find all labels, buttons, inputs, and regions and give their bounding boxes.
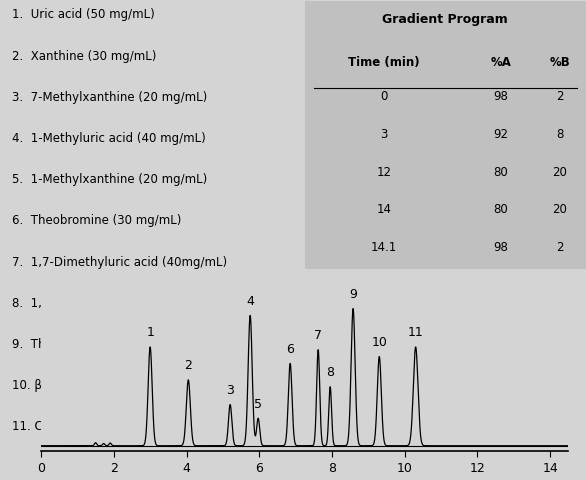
Text: 7.  1,7-Dimethyluric acid (40mg/mL): 7. 1,7-Dimethyluric acid (40mg/mL)	[12, 255, 227, 269]
Text: 1.  Uric acid (50 mg/mL): 1. Uric acid (50 mg/mL)	[12, 8, 155, 21]
Text: Gradient Program: Gradient Program	[383, 12, 508, 25]
Text: 4.  1-Methyluric acid (40 mg/mL): 4. 1-Methyluric acid (40 mg/mL)	[12, 132, 206, 145]
Text: 9: 9	[349, 288, 357, 301]
Text: 2: 2	[185, 360, 192, 372]
Text: 2.  Xanthine (30 mg/mL): 2. Xanthine (30 mg/mL)	[12, 49, 156, 62]
Text: 80: 80	[493, 203, 509, 216]
Text: 98: 98	[493, 90, 509, 104]
Text: 4: 4	[246, 295, 254, 308]
Text: 10. β-(Hydroxyethyl) theophylline (50 mg/mL): 10. β-(Hydroxyethyl) theophylline (50 mg…	[12, 379, 284, 392]
Text: 11. Caffeine (50 mg/mL): 11. Caffeine (50 mg/mL)	[12, 420, 156, 433]
Text: 2: 2	[556, 241, 563, 254]
Text: 2: 2	[556, 278, 563, 291]
Text: 14.1: 14.1	[371, 241, 397, 254]
Text: 9.  Theophylline (50 mg/mL): 9. Theophylline (50 mg/mL)	[12, 338, 179, 351]
Text: 8.  1,7-Dimethylxanthine (50 mg/mL): 8. 1,7-Dimethylxanthine (50 mg/mL)	[12, 297, 232, 310]
Text: 3: 3	[226, 384, 234, 397]
Text: 3.  7-Methylxanthine (20 mg/mL): 3. 7-Methylxanthine (20 mg/mL)	[12, 91, 207, 104]
Text: 3: 3	[380, 128, 387, 141]
Text: 20: 20	[552, 166, 567, 179]
Text: 12: 12	[376, 166, 391, 179]
Text: 6: 6	[286, 343, 294, 356]
Text: 11: 11	[408, 326, 424, 339]
FancyBboxPatch shape	[305, 1, 586, 269]
Text: 92: 92	[493, 128, 509, 141]
Text: 14: 14	[376, 203, 391, 216]
Text: 15: 15	[376, 278, 391, 291]
Text: %B: %B	[549, 56, 570, 69]
Text: 8: 8	[326, 366, 334, 379]
Text: 2: 2	[556, 90, 563, 104]
Text: 8: 8	[556, 128, 563, 141]
Text: 5: 5	[254, 398, 262, 411]
Text: 80: 80	[493, 166, 509, 179]
Text: %A: %A	[490, 56, 512, 69]
Text: 10: 10	[372, 336, 387, 349]
Text: 98: 98	[493, 278, 509, 291]
Text: 20: 20	[552, 203, 567, 216]
Text: Time (min): Time (min)	[348, 56, 420, 69]
Text: 7: 7	[314, 329, 322, 342]
Text: 6.  Theobromine (30 mg/mL): 6. Theobromine (30 mg/mL)	[12, 215, 181, 228]
Text: 98: 98	[493, 241, 509, 254]
Text: 0: 0	[380, 90, 387, 104]
Text: 5.  1-Methylxanthine (20 mg/mL): 5. 1-Methylxanthine (20 mg/mL)	[12, 173, 207, 186]
Text: 1: 1	[146, 326, 154, 339]
